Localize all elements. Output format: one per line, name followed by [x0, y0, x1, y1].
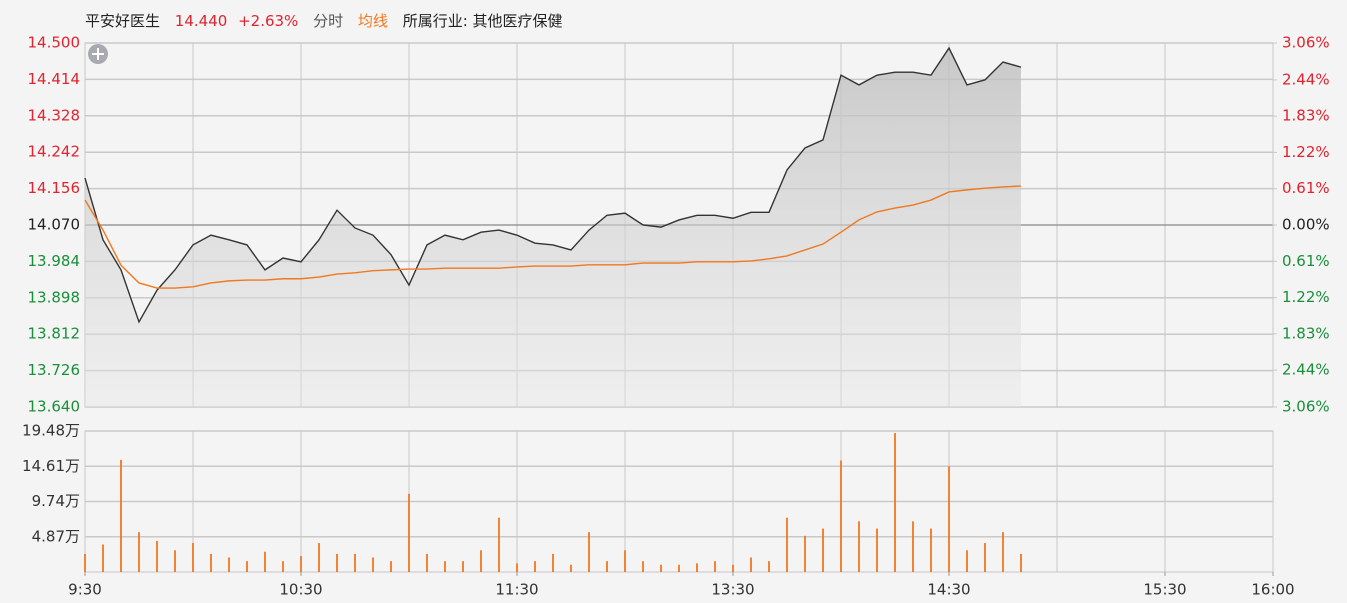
price-line [84, 46, 1022, 324]
volume-bar [642, 561, 644, 572]
y2-tick-label: 0.61% [1282, 252, 1330, 270]
volume-bar [876, 528, 878, 572]
y-tick-label: 14.156 [28, 179, 81, 197]
volume-bar [534, 561, 536, 572]
y-tick-label: 13.812 [28, 325, 81, 343]
volume-bar [948, 466, 950, 572]
volume-bar [84, 553, 86, 572]
y-tick-label: 14.61万 [22, 457, 80, 475]
x-tick-label: 16:00 [1251, 581, 1294, 599]
volume-bar [552, 553, 554, 572]
x-tick-label: 15:30 [1143, 581, 1186, 599]
y-tick-label: 13.726 [28, 361, 81, 379]
volume-bar [336, 553, 338, 572]
y2-tick-label: 1.83% [1282, 324, 1330, 342]
volume-bar [930, 528, 932, 572]
volume-bar [840, 460, 842, 572]
volume-bar [444, 561, 446, 572]
mode[interactable]: 分时 [313, 12, 344, 30]
volume-bar [120, 459, 122, 572]
y2-tick-label: 2.44% [1282, 361, 1330, 379]
volume-bar [750, 557, 752, 572]
y2-tick-label: 1.22% [1282, 288, 1330, 306]
price-area [85, 48, 1021, 407]
legend-avg[interactable]: 均线 [357, 12, 388, 30]
volume-bar [300, 556, 302, 572]
y2-tick-label: 0.00% [1282, 216, 1330, 234]
volume-bar [966, 550, 968, 572]
volume-bar [606, 561, 608, 572]
x-tick-label: 9:30 [68, 581, 102, 599]
volume-bar [1002, 532, 1004, 572]
volume-bar [210, 553, 212, 572]
volume-bar [354, 553, 356, 572]
volume-bar [804, 535, 806, 572]
avg-line [84, 185, 1022, 289]
volume-bar [696, 563, 698, 572]
x-tick-label: 14:30 [927, 581, 970, 599]
volume-bar [516, 563, 518, 572]
y-tick-label: 13.640 [28, 398, 81, 416]
volume-bar [138, 532, 140, 572]
volume-bar [156, 540, 158, 572]
y-tick-label: 14.500 [28, 34, 81, 52]
change: +2.63% [238, 12, 299, 30]
volume-bar [282, 561, 284, 572]
volume-bar [732, 564, 734, 572]
volume-bar [426, 553, 428, 572]
volume-bar [714, 561, 716, 572]
header: 平安好医生 14.440 +2.63% 分时 均线 所属行业: 其他医疗保健 [85, 10, 573, 31]
y2-tick-label: 2.44% [1282, 70, 1330, 88]
y-tick-label: 4.87万 [32, 527, 80, 545]
volume-bar [102, 544, 104, 572]
volume-bar [858, 521, 860, 572]
volume-bar [480, 550, 482, 572]
last-price: 14.440 [174, 12, 228, 30]
y-tick-label: 9.74万 [32, 492, 80, 510]
volume-bar [372, 557, 374, 572]
volume-bar [912, 521, 914, 572]
volume-bar [894, 433, 896, 572]
volume-bar [318, 543, 320, 572]
y2-tick-label: 3.06% [1282, 34, 1330, 52]
y-tick-label: 13.898 [28, 288, 81, 306]
volume-bar [408, 493, 410, 572]
volume-bar [822, 528, 824, 572]
y-tick-label: 14.242 [28, 143, 81, 161]
volume-bar [570, 564, 572, 572]
x-tick-label: 10:30 [279, 581, 322, 599]
volume-bar [390, 561, 392, 572]
volume-bar [660, 564, 662, 572]
volume-bar [228, 557, 230, 572]
x-tick-label: 11:30 [495, 581, 538, 599]
y-tick-label: 14.070 [28, 216, 81, 234]
volume-bar [768, 561, 770, 572]
volume-bar [786, 517, 788, 572]
y2-tick-label: 1.22% [1282, 143, 1330, 161]
volume-bar [246, 561, 248, 572]
stock-name: 平安好医生 [85, 12, 161, 30]
volume-bar [624, 550, 626, 572]
x-tick-label: 13:30 [711, 581, 754, 599]
volume-bar [984, 543, 986, 572]
volume-bar [264, 551, 266, 572]
volume-bar [498, 517, 500, 572]
industry[interactable]: 所属行业: 其他医疗保健 [402, 12, 563, 30]
volume-bar [192, 543, 194, 572]
volume-bar [678, 564, 680, 572]
y-tick-label: 14.414 [28, 70, 81, 88]
y-tick-label: 13.984 [28, 252, 81, 270]
volume-bar [462, 561, 464, 572]
volume-bar [174, 550, 176, 572]
y-tick-label: 14.328 [28, 106, 81, 124]
volume-bar [1020, 553, 1022, 572]
add-icon [92, 48, 104, 60]
y-tick-label: 19.48万 [22, 422, 80, 440]
volume-bar [588, 532, 590, 572]
y2-tick-label: 3.06% [1282, 398, 1330, 416]
y2-tick-label: 1.83% [1282, 107, 1330, 125]
y2-tick-label: 0.61% [1282, 179, 1330, 197]
